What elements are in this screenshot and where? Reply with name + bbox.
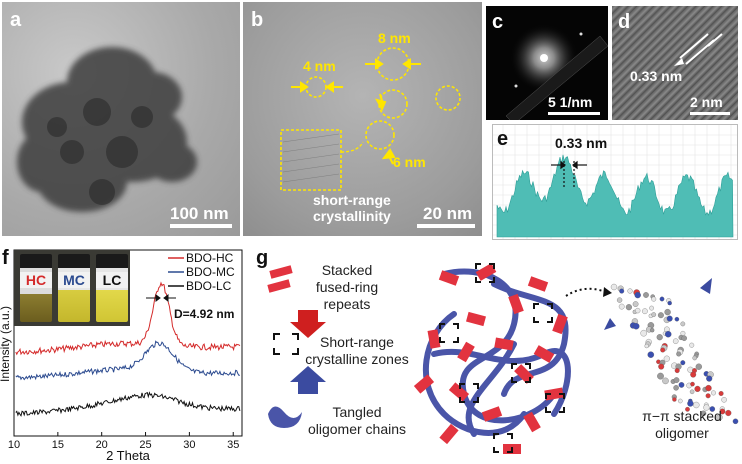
blue-arrow-icon-upper — [700, 278, 712, 294]
xrd-ylabel: Intensity (a.u.) — [0, 306, 12, 382]
panel-e-profile-chart — [493, 125, 737, 239]
legend-entry-bdo-lc: BDO-LC — [186, 279, 232, 293]
panel-d-scale-bar — [690, 112, 730, 115]
vial-mc — [58, 254, 90, 322]
panel-c-saed-pattern: c 5 1/nm — [486, 6, 608, 120]
legend-stacked-line1: Stacked — [321, 262, 373, 278]
panel-e-intensity-profile: e 0.33 nm — [492, 124, 738, 240]
legend-entry-bdo-hc: BDO-HC — [186, 251, 234, 265]
vial-mc-label: MC — [58, 272, 90, 288]
xrd-xlabel: 2 Theta — [106, 448, 151, 463]
xrd-tick-label-10: 10 — [8, 439, 20, 451]
panel-g-schematic: g — [254, 244, 742, 464]
red-arrow-down-icon — [290, 310, 326, 338]
dotted-arrow — [565, 287, 607, 297]
panel-e-spacing: 0.33 nm — [555, 135, 608, 151]
vials-photo: HC MC LC — [14, 250, 130, 326]
xrd-line-bdo-lc — [15, 391, 241, 417]
panel-b-annotations — [280, 47, 461, 191]
size-label-6nm: 6 nm — [393, 154, 426, 170]
crystal-inset-box — [280, 129, 342, 191]
panel-b-caption-line2: crystallinity — [313, 208, 391, 224]
xrd-line-bdo-hc — [15, 281, 241, 356]
crystal-zone-4nm — [305, 76, 327, 98]
stack-caption: π−π stacked oligomer — [630, 408, 734, 442]
panel-d-lattice-fringe: d 0.33 nm 2 nm — [612, 6, 738, 120]
vial-lc — [96, 254, 128, 322]
panel-b-caption: short-range crystallinity — [313, 192, 391, 224]
panel-a-scale-bar — [170, 224, 232, 228]
panel-c-diffraction — [505, 24, 608, 120]
blue-arrow-icon-lower — [604, 318, 616, 330]
legend-stacked-line2: fused-ring repeats — [315, 279, 379, 312]
panel-b-label: b — [251, 9, 264, 31]
panel-d-spacing: 0.33 nm — [630, 68, 683, 84]
panel-a-scale-text: 100 nm — [170, 204, 229, 223]
xrd-tick-label-25: 25 — [139, 439, 151, 451]
xrd-tick-label-15: 15 — [52, 439, 64, 451]
tangled-chain-icon — [268, 406, 302, 428]
xrd-tick-label-35: 35 — [227, 439, 239, 451]
crystal-zone-b — [435, 85, 461, 111]
panel-d-annotation — [674, 33, 723, 66]
legend-tangled-text: Tangled oligomer chains — [302, 404, 412, 438]
panel-f-xrd: 10 15 20 25 30 35 BDO-HC BDO-MC BDO-LC D=4.92 n… — [0, 244, 250, 464]
panel-f-label: f — [2, 247, 9, 269]
panel-b-scale-bar — [417, 224, 475, 228]
tangled-network — [413, 263, 571, 454]
panel-c-label: c — [492, 11, 504, 33]
bracket-zone-icon — [273, 333, 299, 355]
xrd-line-bdo-mc — [15, 340, 240, 381]
panel-g-drawing — [267, 263, 739, 454]
panel-c-scale-bar — [548, 112, 600, 115]
stack-caption-line1: π−π stacked — [642, 408, 722, 424]
size-label-8nm: 8 nm — [378, 30, 411, 46]
panel-b-hrtem-image: 8 nm 4 nm 6 nm b short-range crystallini… — [243, 2, 482, 236]
panel-e-label: e — [497, 128, 509, 150]
legend-zones-line1: Short-range — [320, 334, 394, 350]
vial-hc-label: HC — [20, 272, 52, 288]
legend-stacked-text: Stacked fused-ring repeats — [292, 262, 402, 313]
xrd-tick-label-20: 20 — [96, 439, 108, 451]
blue-arrow-up-icon — [290, 366, 326, 394]
panel-c-scale-text: 5 1/nm — [548, 94, 593, 110]
panel-d-label: d — [618, 11, 631, 33]
vial-hc — [20, 254, 52, 322]
panel-a-label: a — [10, 9, 22, 31]
legend-zones-text: Short-range crystalline zones — [302, 334, 412, 368]
panel-d-scale-text: 2 nm — [690, 94, 723, 110]
legend-tangled-line2: oligomer chains — [307, 421, 407, 437]
panel-a-tem-image: a 100 nm — [2, 2, 240, 236]
stack-caption-line2: oligomer — [655, 425, 709, 441]
red-block-icon — [267, 265, 293, 293]
stacked-oligomer-model — [610, 283, 739, 425]
crystal-zone-a — [378, 89, 408, 119]
panel-e-profile-area — [496, 154, 734, 238]
xrd-tick-label-30: 30 — [183, 439, 195, 451]
panel-a-particle-cluster — [17, 47, 197, 212]
panel-g-label: g — [256, 247, 269, 269]
panel-b-caption-line1: short-range — [313, 192, 391, 208]
size-label-4nm: 4 nm — [303, 58, 336, 74]
legend-zones-line2: crystalline zones — [305, 351, 409, 367]
panel-b-scale-text: 20 nm — [423, 204, 473, 223]
legend-tangled-line1: Tangled — [332, 404, 382, 420]
legend-entry-bdo-mc: BDO-MC — [186, 265, 235, 279]
xrd-annotation: D=4.92 nm — [174, 307, 234, 321]
vial-lc-label: LC — [96, 272, 128, 288]
crystal-zone-6nm — [365, 120, 395, 150]
